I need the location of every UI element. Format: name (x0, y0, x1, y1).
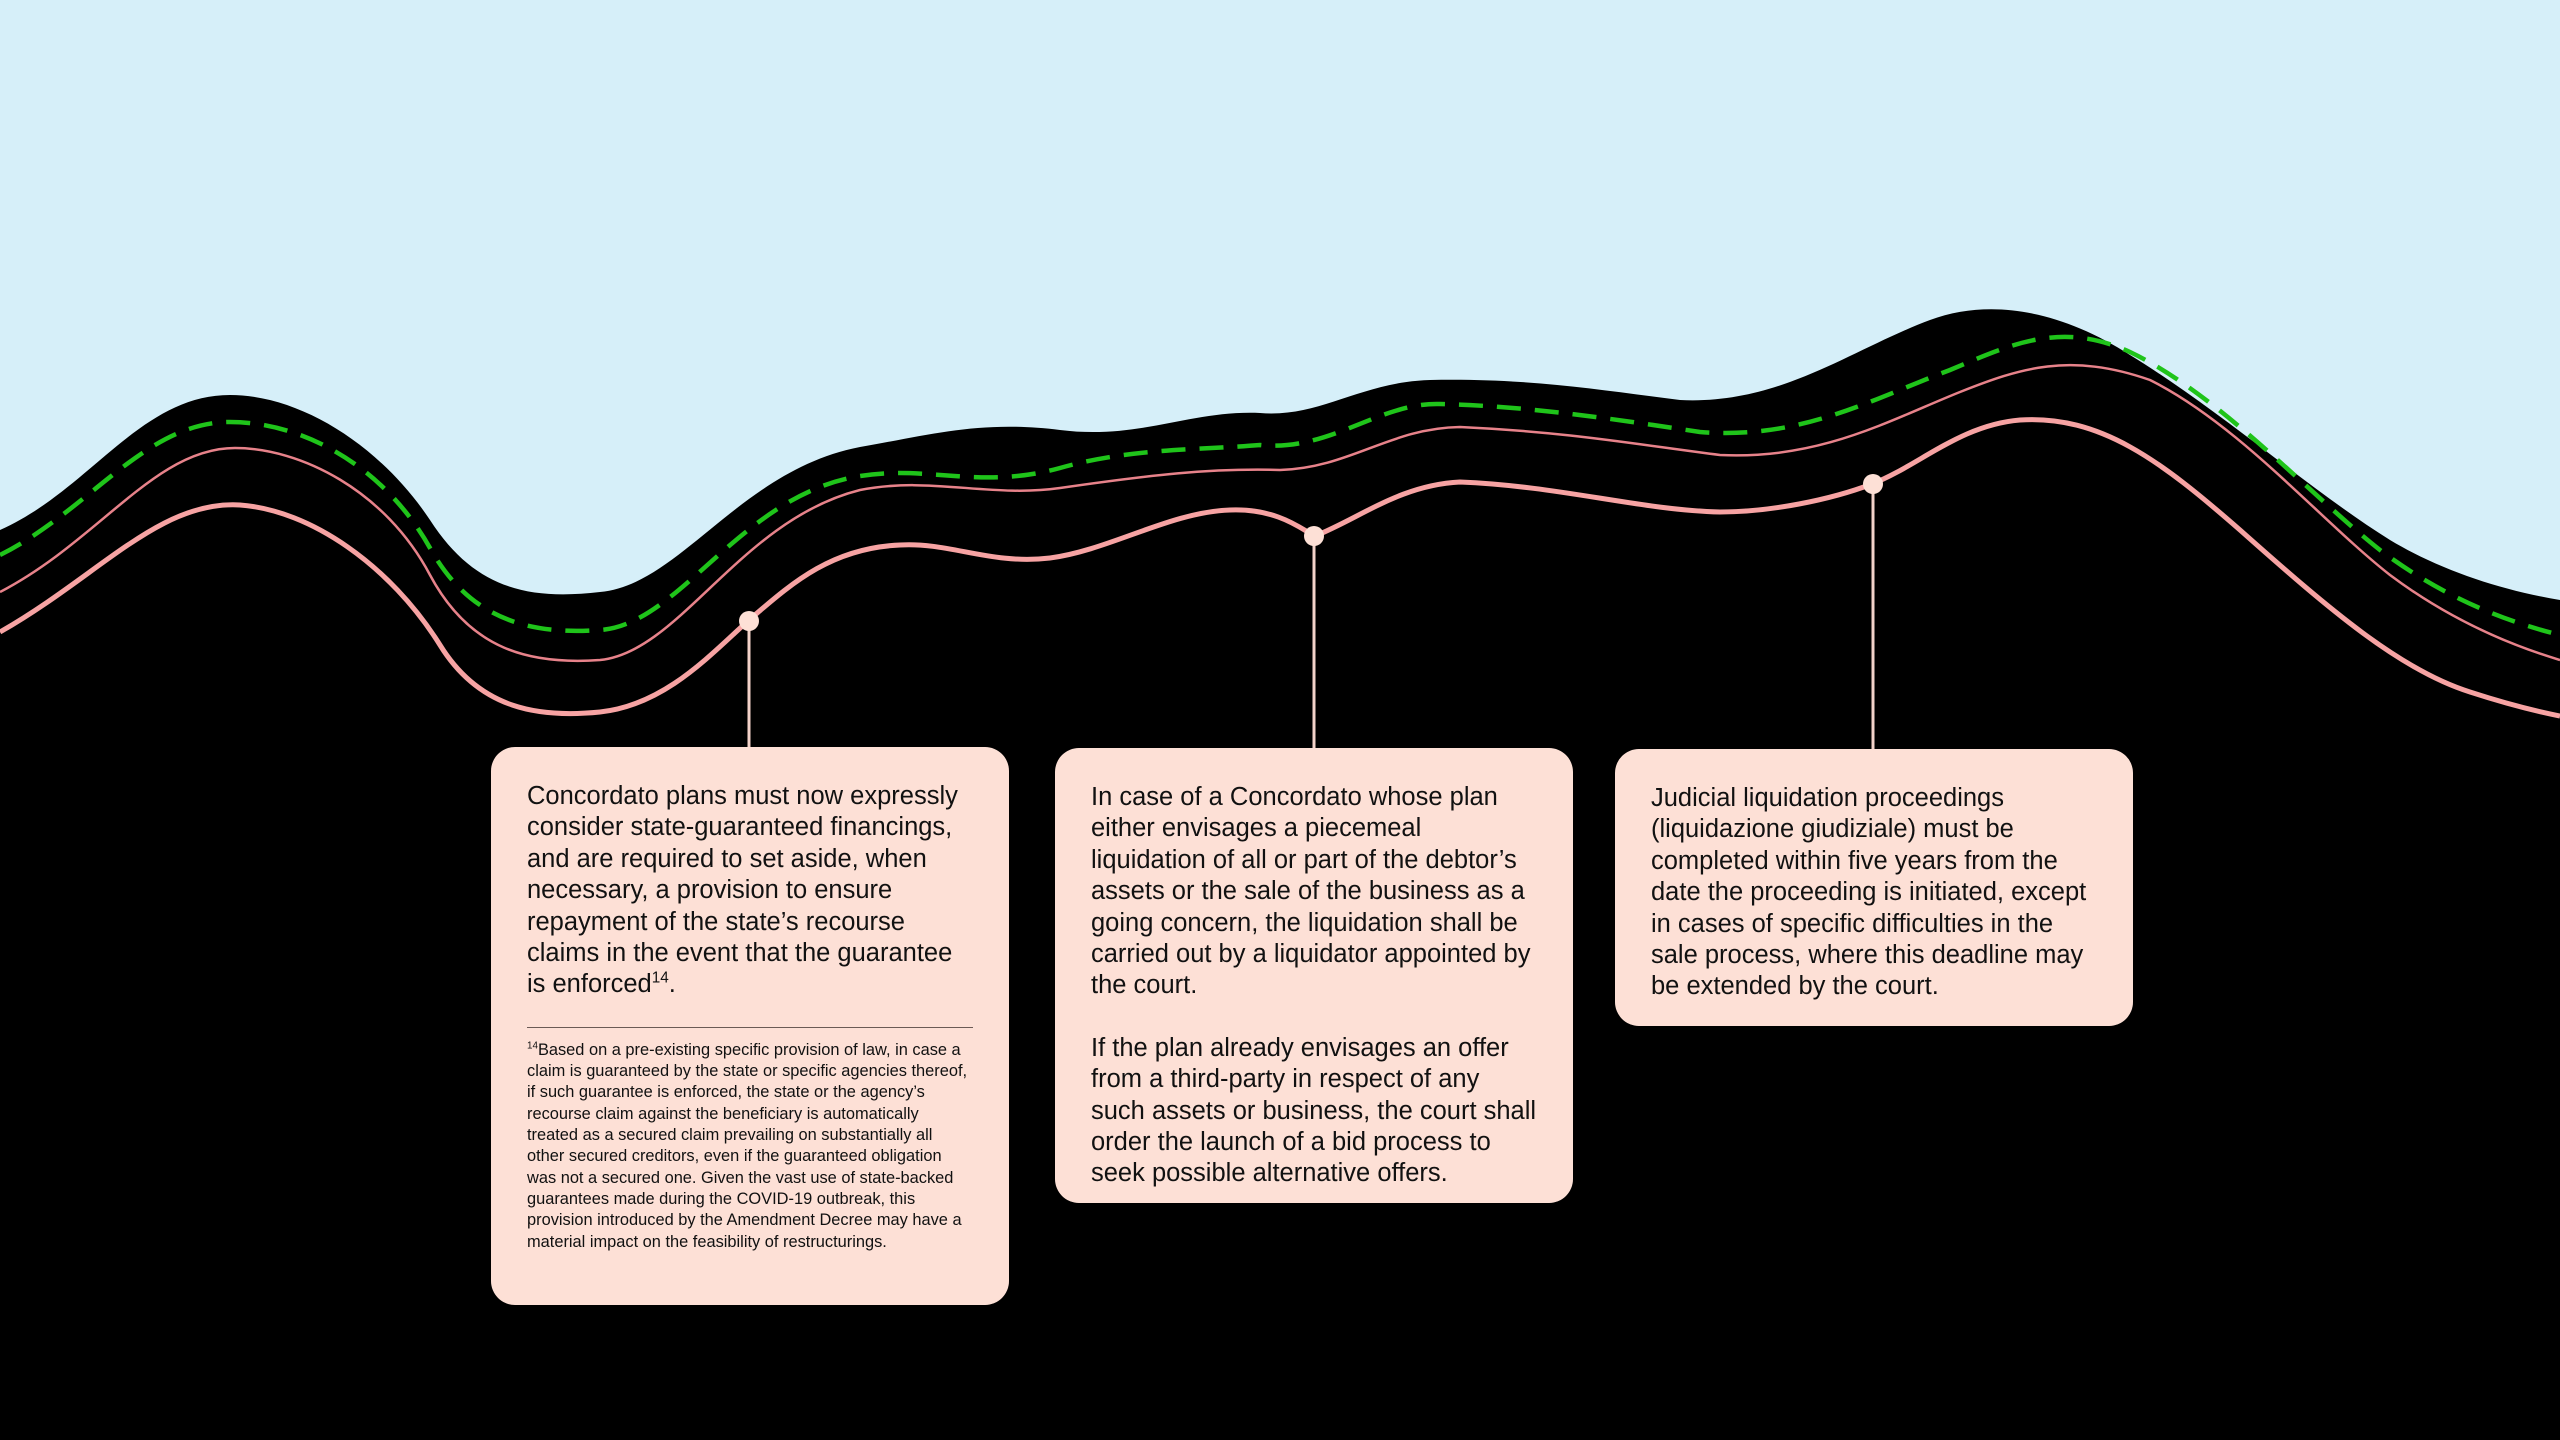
card-paragraph-1: Judicial liquidation proceedings (liquid… (1651, 784, 2087, 1001)
dashed-path-line (0, 334, 2560, 638)
footnote-reference: 14 (651, 969, 669, 987)
card-text-end: . (668, 970, 676, 999)
card-text-body: Concordato plans must now expressly cons… (527, 782, 958, 999)
card-paragraph-2: If the plan already envisages an offer f… (1091, 1033, 1537, 1188)
footnote-marker: 14 (527, 1040, 538, 1052)
milestone-dot-1 (739, 611, 759, 631)
card-text: Concordato plans must now expressly cons… (527, 781, 973, 1001)
info-card-liquidator: In case of a Concordato whose plan eithe… (1055, 748, 1573, 1203)
milestone-dot-3 (1863, 474, 1883, 494)
footnote: 14Based on a pre-existing specific provi… (527, 1040, 973, 1253)
main-path-line (0, 417, 2560, 719)
card-paragraph-1: In case of a Concordato whose plan eithe… (1091, 783, 1531, 1000)
footnote-text: Based on a pre-existing specific provisi… (527, 1040, 968, 1251)
footnote-divider (527, 1026, 973, 1028)
info-card-state-guarantee: Concordato plans must now expressly cons… (491, 747, 1009, 1305)
thin-path-line (0, 363, 2560, 663)
milestone-dot-2 (1304, 526, 1324, 546)
info-card-judicial-liquidation: Judicial liquidation proceedings (liquid… (1615, 749, 2133, 1026)
